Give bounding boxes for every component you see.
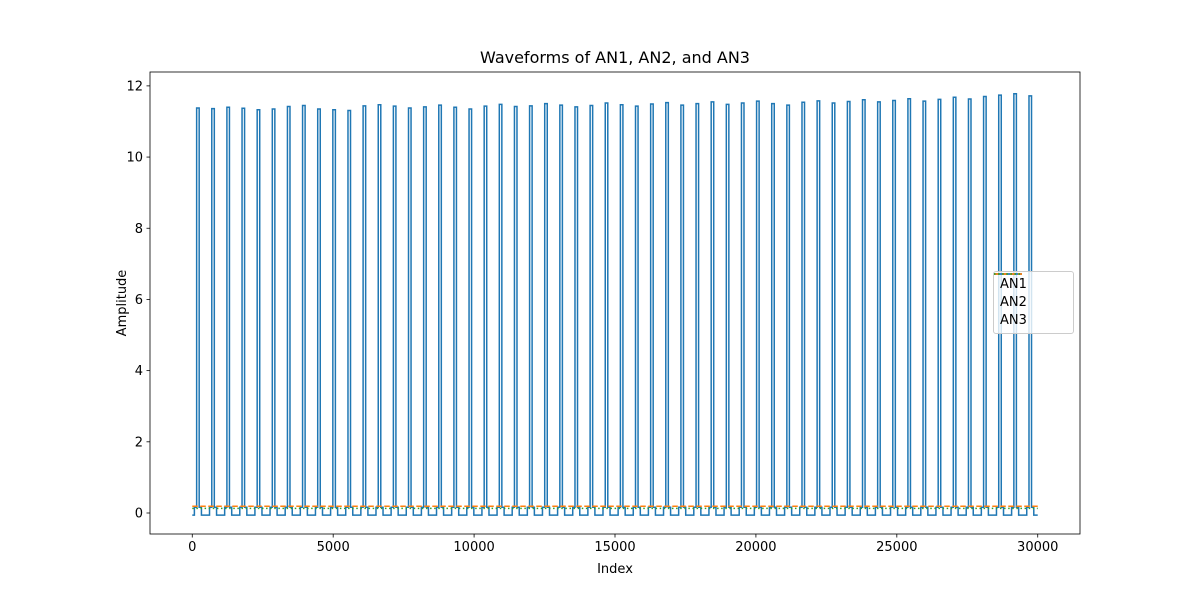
y-tick-label: 2	[135, 435, 143, 450]
y-tick-label: 4	[135, 364, 143, 379]
axes-spines	[149, 71, 1081, 535]
x-tick-label: 15000	[594, 540, 635, 555]
legend: AN1 AN2 AN3	[993, 271, 1074, 334]
legend-label: AN1	[1000, 276, 1027, 292]
legend-entry-an1: AN1	[994, 273, 1067, 293]
y-tick-label: 12	[126, 79, 143, 94]
y-tick-label: 6	[135, 293, 143, 308]
y-tick-label: 10	[126, 151, 143, 166]
legend-line-an3	[994, 273, 1022, 275]
x-tick-label: 5000	[317, 540, 350, 555]
y-axis-label: Amplitude	[115, 270, 130, 337]
x-tick-label: 0	[188, 540, 196, 555]
plot-layer: 0 5000 10000 15000 20000 25000 30000 0 2 4 6 8 10 12	[126, 71, 1081, 555]
series-line-an1	[192, 92, 1038, 516]
legend-label: AN3	[1000, 313, 1027, 329]
legend-entry-an2: AN2	[994, 273, 1067, 311]
legend-label: AN2	[1000, 294, 1027, 310]
x-tick-label: 20000	[735, 540, 776, 555]
x-tick-label: 25000	[876, 540, 917, 555]
y-tick-label: 0	[135, 507, 143, 522]
chart-title: Waveforms of AN1, AN2, and AN3	[480, 48, 750, 67]
legend-entry-an3: AN3	[994, 273, 1067, 330]
x-axis-label: Index	[597, 562, 633, 577]
y-tick-label: 8	[135, 222, 143, 237]
x-tick-label: 10000	[453, 540, 494, 555]
x-tick-label: 30000	[1017, 540, 1058, 555]
